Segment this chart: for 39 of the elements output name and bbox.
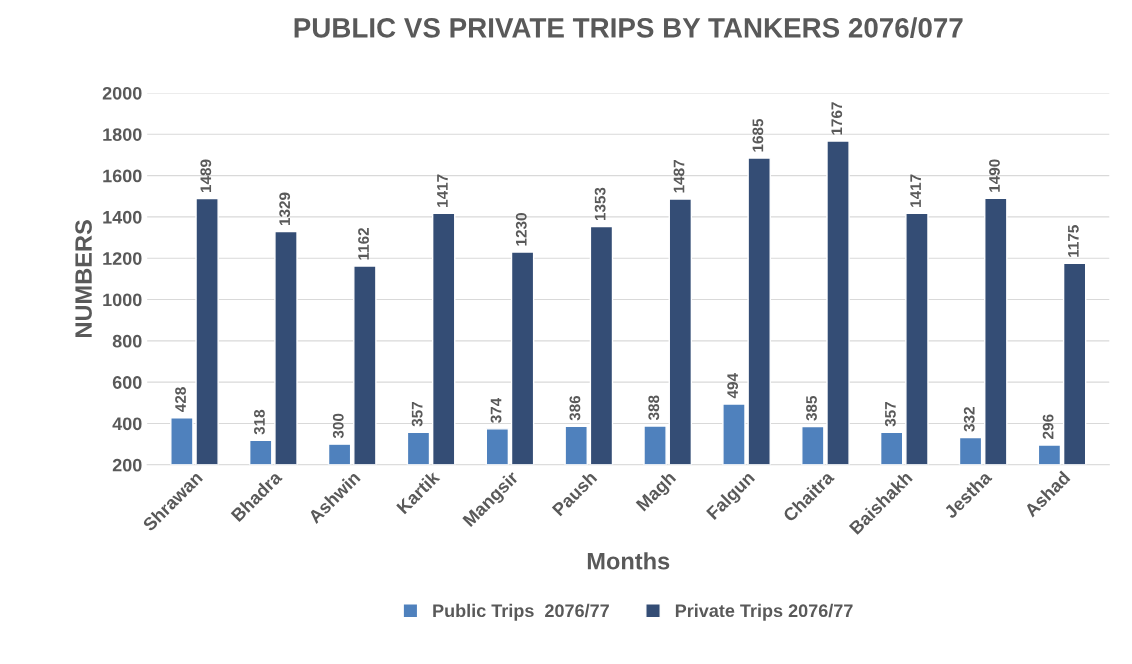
y-tick-label: 1800 [103, 128, 142, 141]
data-label: 1162 [358, 227, 369, 260]
data-label: 300 [332, 413, 344, 439]
data-label: 1489 [200, 159, 212, 192]
y-tick-label: 1000 [103, 293, 142, 307]
data-label: 296 [1042, 414, 1054, 439]
legend-label: Public Trips 2076/77 [433, 603, 609, 621]
data-label: 428 [175, 387, 186, 412]
y-axis-title: NUMBERS [75, 220, 92, 337]
data-label: 1487 [673, 160, 685, 193]
x-axis-title: Months [587, 552, 670, 570]
data-label: 1329 [279, 192, 291, 226]
data-label: 1767 [831, 102, 843, 135]
data-label: 388 [648, 395, 660, 421]
data-label: 1175 [1068, 225, 1079, 257]
data-label: 357 [884, 401, 896, 427]
y-tick-label: 200 [112, 458, 142, 472]
y-tick-label: 800 [112, 334, 142, 348]
data-label: 318 [254, 409, 265, 435]
legend-label: Private Trips 2076/77 [675, 603, 853, 621]
y-tick-label: 600 [112, 376, 142, 389]
data-label: 1353 [594, 187, 606, 221]
y-tick-label: 2000 [102, 86, 142, 100]
y-tick-label: 1600 [103, 169, 142, 183]
data-label: 374 [490, 397, 502, 423]
data-label: 494 [727, 373, 739, 399]
y-tick-label: 1200 [103, 252, 142, 265]
data-label: 1417 [910, 174, 921, 207]
chart-title: PUBLIC VS PRIVATE TRIPS BY TANKERS 2076/077 [294, 17, 963, 38]
data-label: 386 [569, 395, 581, 421]
data-label: 1685 [752, 118, 764, 152]
y-tick-label: 1400 [103, 210, 142, 224]
data-label: 1417 [437, 174, 448, 207]
y-tick-label: 400 [112, 417, 142, 431]
data-label: 385 [806, 395, 817, 421]
data-label: 332 [963, 407, 975, 432]
data-label: 357 [411, 401, 423, 427]
data-label: 1490 [989, 159, 1000, 192]
data-label: 1230 [515, 213, 527, 246]
